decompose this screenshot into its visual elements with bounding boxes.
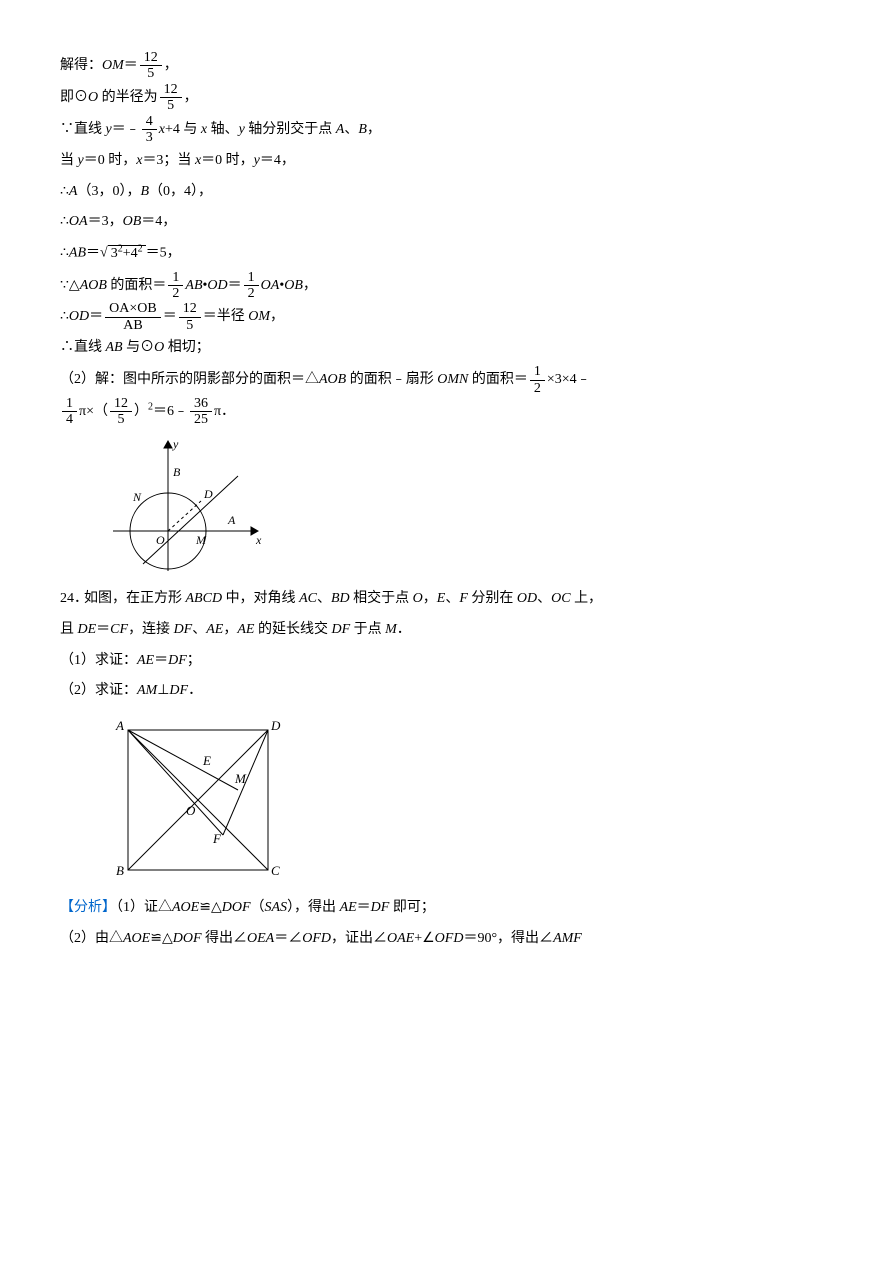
svg-text:E: E — [202, 753, 211, 768]
solution-line: ∴OD＝OA×OBAB＝125＝半径 OM， — [60, 301, 832, 333]
svg-text:M: M — [234, 771, 247, 786]
svg-text:D: D — [203, 487, 213, 501]
svg-text:M: M — [195, 533, 207, 547]
solution-line: ∴A（3，0），B（0，4）， — [60, 177, 832, 208]
svg-text:F: F — [212, 831, 222, 846]
svg-text:A: A — [115, 718, 124, 733]
solution-line: ∴OA＝3，OB＝4， — [60, 207, 832, 238]
solution-line: 14π×（125）2＝6﹣3625π． — [60, 396, 832, 428]
svg-text:y: y — [172, 437, 179, 451]
svg-text:x: x — [255, 533, 262, 547]
question-part-2: （2）求证：AM⊥DF． — [60, 676, 832, 707]
analysis-line: 【分析】（1）证△AOE≌△DOF（SAS），得出 AE＝DF 即可； — [60, 893, 832, 924]
svg-text:O: O — [186, 803, 196, 818]
question-24: 24．如图，在正方形 ABCD 中，对角线 AC、BD 相交于点 O，E、F 分… — [60, 584, 832, 615]
solution-line: （2）解：图中所示的阴影部分的面积＝△AOB 的面积﹣扇形 OMN 的面积＝12… — [60, 364, 832, 396]
solution-line: 解得：OM＝125， — [60, 50, 832, 82]
figure-circle-diagram: y x O M B N D A — [108, 436, 268, 576]
svg-text:C: C — [271, 863, 280, 878]
solution-line: ∵△AOB 的面积＝12AB•OD＝12OA•OB， — [60, 270, 832, 302]
figure-square-diagram: A D B C E M O F — [108, 715, 288, 885]
analysis-label: 【分析】 — [60, 900, 116, 915]
solution-line: ∴AB＝√32+42＝5， — [60, 238, 832, 269]
solution-line: ∴直线 AB 与⊙O 相切； — [60, 333, 832, 364]
solution-line: 当 y＝0 时，x＝3；当 x＝0 时，y＝4， — [60, 146, 832, 177]
svg-text:N: N — [132, 490, 142, 504]
svg-text:B: B — [116, 863, 124, 878]
solution-line: ∵直线 y＝﹣43x+4 与 x 轴、y 轴分别交于点 A、B， — [60, 114, 832, 146]
svg-text:D: D — [270, 718, 281, 733]
analysis-line: （2）由△AOE≌△DOF 得出∠OEA＝∠OFD，证出∠OAE+∠OFD＝90… — [60, 924, 832, 955]
solution-line: 即⊙O 的半径为125， — [60, 82, 832, 114]
fraction: 125 — [140, 50, 162, 82]
question-line: 且 DE＝CF，连接 DF、AE，AE 的延长线交 DF 于点 M． — [60, 615, 832, 646]
svg-text:A: A — [227, 513, 236, 527]
question-part-1: （1）求证：AE＝DF； — [60, 646, 832, 677]
svg-text:B: B — [173, 465, 181, 479]
svg-text:O: O — [156, 533, 165, 547]
